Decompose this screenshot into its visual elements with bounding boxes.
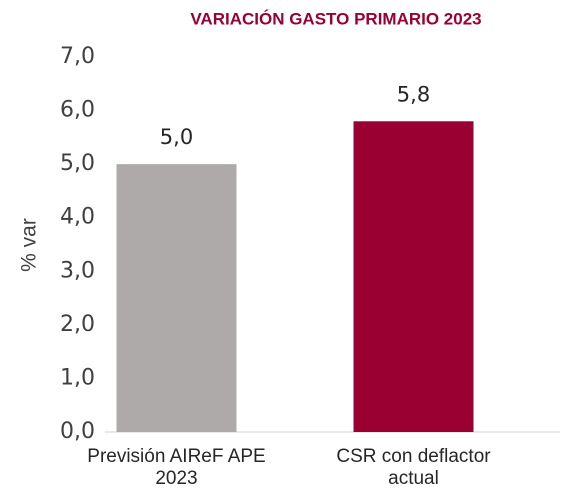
data-label: 5,8 bbox=[397, 82, 430, 106]
y-axis-label: % var bbox=[18, 218, 41, 272]
x-tick-label: CSR con deflactor actual bbox=[336, 446, 491, 489]
bar bbox=[116, 164, 237, 432]
y-tick-label: 5,0 bbox=[60, 151, 95, 176]
y-tick-label: 0,0 bbox=[60, 419, 95, 444]
chart-title: VARIACIÓN GASTO PRIMARIO 2023 bbox=[190, 9, 481, 28]
bar bbox=[353, 121, 474, 433]
y-tick-label: 3,0 bbox=[60, 258, 95, 283]
y-tick-label: 4,0 bbox=[60, 205, 95, 230]
y-tick-label: 1,0 bbox=[60, 365, 95, 390]
data-label: 5,0 bbox=[160, 125, 193, 149]
x-tick-label: Previsión AIReF APE 2023 bbox=[87, 446, 266, 489]
y-tick-label: 2,0 bbox=[60, 312, 95, 337]
y-tick-label: 6,0 bbox=[60, 98, 95, 123]
y-tick-label: 7,0 bbox=[60, 44, 95, 69]
